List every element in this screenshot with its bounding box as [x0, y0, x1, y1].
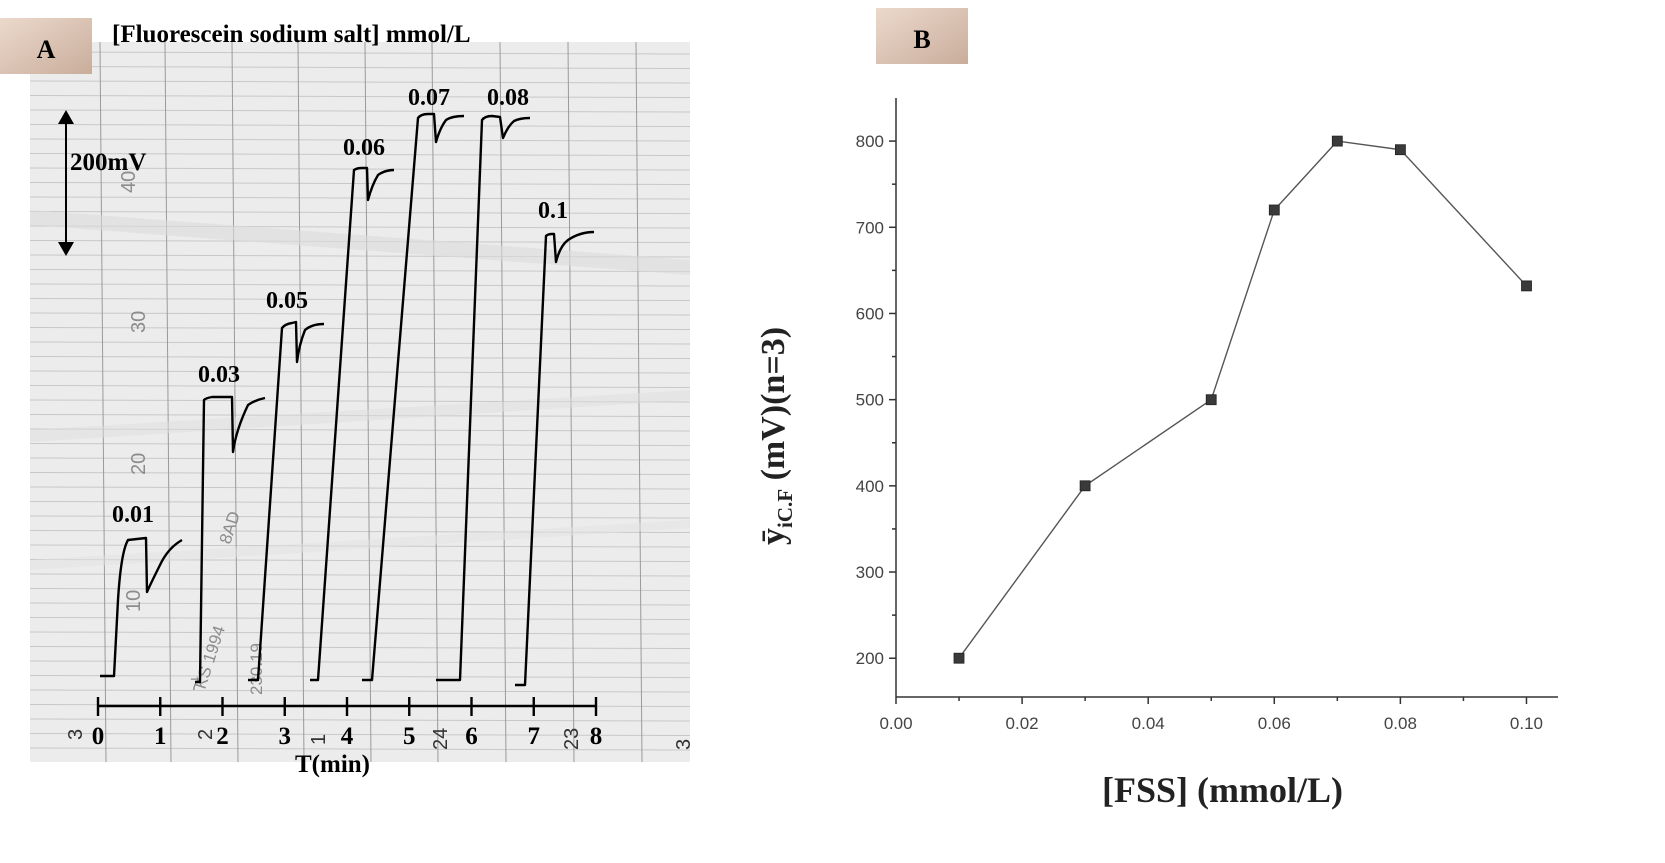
time-axis	[96, 697, 598, 716]
peak-label: 0.03	[198, 362, 240, 388]
x-axis-tick-label: 0.02	[1006, 714, 1039, 733]
time-axis-label: T(min)	[295, 751, 370, 778]
y-axis-tick-label: 800	[856, 132, 884, 151]
y-axis-tick-label: 300	[856, 563, 884, 582]
peak-label: 0.1	[538, 198, 568, 224]
y-axis-title-subscript: iC.F	[773, 489, 797, 528]
time-axis-tick-label: 7	[528, 723, 541, 750]
panel-b-badge-label: B	[913, 25, 930, 54]
y-axis-title-symbol: ȳ	[755, 528, 792, 545]
data-point	[953, 652, 965, 664]
peak-label: 0.08	[487, 85, 529, 111]
paper-mark: 20	[128, 453, 150, 475]
paper-mark: 24	[430, 728, 452, 750]
peak-label: 0.05	[266, 288, 308, 314]
time-axis-tick-label: 8	[590, 723, 603, 750]
y-axis-tick-label: 700	[856, 218, 884, 237]
series-line	[958, 140, 1528, 659]
data-point	[1521, 280, 1532, 292]
panel-a-title: [Fluorescein sodium salt] mmol/L	[112, 21, 471, 48]
y-axis-tick-label: 200	[856, 649, 884, 668]
paper-mark: 23	[561, 728, 583, 750]
paper-mark: 1	[308, 734, 330, 745]
x-axis-tick-label: 0.00	[879, 714, 912, 733]
data-point	[1079, 480, 1091, 492]
time-axis-tick-label: 0	[92, 723, 105, 750]
data-point	[1331, 135, 1343, 147]
paper-mark: 30	[128, 311, 150, 333]
time-axis-tick-label: 3	[279, 723, 292, 750]
x-axis-tick-label: 0.08	[1384, 714, 1417, 733]
time-axis-tick-label: 2	[216, 723, 229, 750]
paper-mark: 3	[65, 729, 87, 740]
data-point	[1268, 204, 1280, 216]
data-point	[1205, 394, 1217, 406]
panel-b: B 0.00 0.02 0.04 0.06 0.08 0.10 200 300 400 500 6…	[755, 8, 1558, 810]
scale-bar	[58, 110, 74, 256]
panel-a: 40 30 20 10 KS 1994 8AD 230.19 7 3 2 1 2…	[0, 18, 695, 778]
time-axis-tick-label: 4	[341, 723, 354, 750]
panel-a-badge-label: A	[37, 35, 56, 64]
paper-mark: 3	[673, 739, 695, 750]
recorder-trace	[100, 112, 595, 687]
y-axis-tick-label: 400	[856, 477, 884, 496]
x-axis-tick-label: 0.06	[1258, 714, 1291, 733]
paper-mark: 7	[190, 675, 199, 694]
chart-paper	[29, 41, 691, 763]
scale-bar-label: 200mV	[70, 149, 146, 176]
x-axis-title: [FSS] (mmol/L)	[1102, 770, 1343, 810]
x-axis-tick-label: 0.10	[1510, 714, 1543, 733]
data-point	[1395, 144, 1406, 156]
y-axis-title: ȳiC.F (mV)(n=3)	[755, 327, 797, 545]
y-axis-tick-label: 500	[856, 391, 884, 410]
time-axis-tick-label: 5	[403, 723, 416, 750]
peak-labels: 0.01 0.03 0.05 0.06 0.07 0.08 0.1	[112, 85, 568, 528]
paper-mark: 40	[118, 171, 140, 193]
x-axis-tick-label: 0.04	[1132, 714, 1165, 733]
plot-axes	[895, 98, 1558, 698]
peak-label: 0.07	[408, 85, 450, 111]
paper-mark: 2	[195, 729, 217, 740]
y-axis-title-units: (mV)(n=3)	[755, 327, 792, 489]
peak-label: 0.01	[112, 502, 154, 528]
time-axis-tick-label: 6	[465, 723, 478, 750]
paper-mark: 230.19	[247, 643, 266, 695]
y-axis-tick-label: 600	[856, 304, 884, 323]
time-axis-tick-label: 1	[154, 723, 167, 750]
peak-label: 0.06	[343, 135, 385, 161]
panel-a-badge: A	[0, 18, 92, 74]
panel-b-badge: B	[876, 8, 968, 64]
paper-mark: 10	[123, 590, 145, 612]
svg-text:ȳiC.F (mV)(n=3): ȳiC.F (mV)(n=3)	[755, 327, 797, 545]
